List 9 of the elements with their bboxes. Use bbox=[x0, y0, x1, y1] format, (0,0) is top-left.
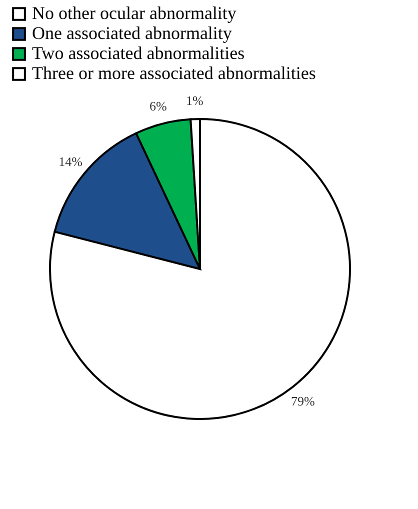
legend-label: One associated abnormality bbox=[32, 23, 232, 43]
legend-label: No other ocular abnormality bbox=[32, 3, 236, 23]
data-label: 1% bbox=[186, 93, 204, 108]
data-label: 6% bbox=[150, 98, 168, 114]
data-label: 14% bbox=[58, 154, 83, 169]
pie-slice bbox=[49, 118, 351, 420]
data-label: 79% bbox=[291, 394, 316, 409]
legend-label: Three or more associated abnormalities bbox=[32, 63, 316, 83]
legend-label: Two associated abnormalities bbox=[32, 43, 245, 63]
